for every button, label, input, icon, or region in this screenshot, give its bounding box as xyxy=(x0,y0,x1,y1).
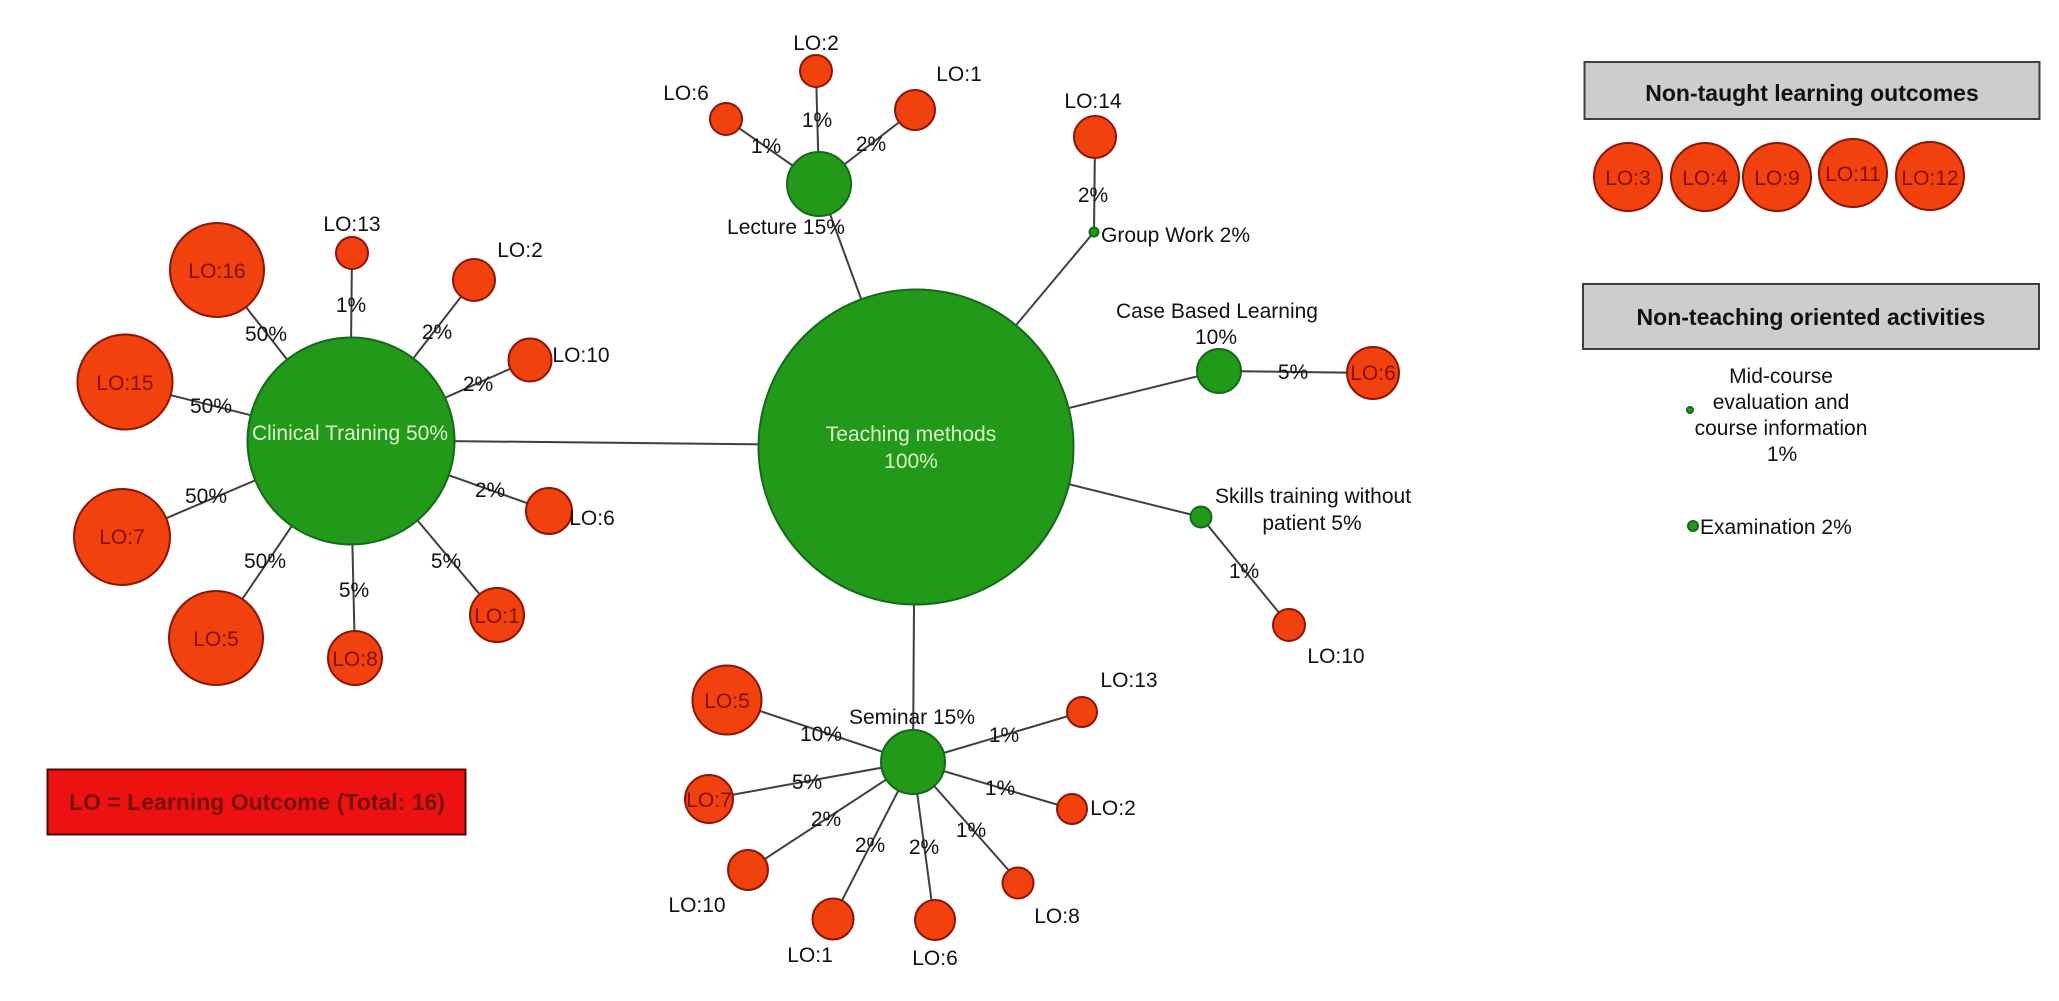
svg-text:LO:7: LO:7 xyxy=(99,526,145,549)
svg-text:50%: 50% xyxy=(245,323,287,346)
svg-text:LO:13: LO:13 xyxy=(323,213,380,236)
svg-text:LO:3: LO:3 xyxy=(1605,167,1651,190)
svg-text:2%: 2% xyxy=(463,373,493,396)
svg-text:50%: 50% xyxy=(185,485,227,508)
svg-text:1%: 1% xyxy=(956,819,986,842)
svg-text:2%: 2% xyxy=(422,321,452,344)
svg-text:LO:1: LO:1 xyxy=(474,605,520,628)
svg-text:LO:10: LO:10 xyxy=(668,894,725,917)
svg-text:LO:5: LO:5 xyxy=(704,690,750,713)
svg-text:5%: 5% xyxy=(1278,361,1308,384)
svg-text:Mid-course: Mid-course xyxy=(1729,365,1833,388)
svg-text:1%: 1% xyxy=(336,294,366,317)
svg-text:Case Based Learning: Case Based Learning xyxy=(1116,300,1318,323)
svg-text:LO:11: LO:11 xyxy=(1825,163,1881,186)
svg-text:Lecture 15%: Lecture 15% xyxy=(727,216,845,239)
svg-text:LO:6: LO:6 xyxy=(1350,362,1396,385)
svg-text:patient 5%: patient 5% xyxy=(1262,512,1361,535)
svg-text:Examination 2%: Examination 2% xyxy=(1700,516,1852,539)
svg-text:LO:7: LO:7 xyxy=(686,789,732,812)
svg-text:1%: 1% xyxy=(751,135,781,158)
svg-text:LO:1: LO:1 xyxy=(936,63,982,86)
svg-text:2%: 2% xyxy=(909,836,939,859)
svg-text:LO:2: LO:2 xyxy=(1090,797,1136,820)
svg-text:2%: 2% xyxy=(855,834,885,857)
svg-text:10%: 10% xyxy=(800,723,842,746)
svg-text:LO = Learning Outcome (Total:: LO = Learning Outcome (Total: 16) xyxy=(69,789,445,815)
svg-text:1%: 1% xyxy=(989,724,1019,747)
svg-text:Teaching methods: Teaching methods xyxy=(826,423,996,446)
svg-text:LO:14: LO:14 xyxy=(1064,90,1122,113)
svg-text:50%: 50% xyxy=(244,550,286,573)
svg-text:2%: 2% xyxy=(856,133,886,156)
svg-text:LO:2: LO:2 xyxy=(793,32,839,55)
svg-text:LO:10: LO:10 xyxy=(1307,645,1364,668)
svg-text:LO:6: LO:6 xyxy=(912,947,958,970)
svg-text:5%: 5% xyxy=(339,579,369,602)
svg-text:LO:12: LO:12 xyxy=(1901,167,1958,190)
svg-text:Skills training without: Skills training without xyxy=(1215,485,1411,508)
svg-text:LO:8: LO:8 xyxy=(332,648,378,671)
svg-text:2%: 2% xyxy=(1078,184,1108,207)
svg-text:LO:10: LO:10 xyxy=(552,344,609,367)
svg-text:LO:16: LO:16 xyxy=(188,260,245,283)
svg-text:5%: 5% xyxy=(792,771,822,794)
svg-text:2%: 2% xyxy=(811,808,841,831)
svg-text:1%: 1% xyxy=(1229,560,1259,583)
svg-text:2%: 2% xyxy=(475,479,505,502)
svg-text:1%: 1% xyxy=(802,109,832,132)
svg-text:100%: 100% xyxy=(884,450,938,473)
svg-text:Non-taught learning outcomes: Non-taught learning outcomes xyxy=(1645,80,1979,106)
svg-text:LO:5: LO:5 xyxy=(193,628,239,651)
svg-text:LO:13: LO:13 xyxy=(1100,669,1157,692)
svg-text:LO:15: LO:15 xyxy=(96,372,153,395)
svg-text:LO:9: LO:9 xyxy=(1754,167,1800,190)
svg-text:LO:2: LO:2 xyxy=(497,239,543,262)
svg-text:10%: 10% xyxy=(1195,326,1237,349)
svg-text:Group Work 2%: Group Work 2% xyxy=(1101,224,1250,247)
svg-text:5%: 5% xyxy=(431,550,461,573)
svg-text:Non-teaching oriented activiti: Non-teaching oriented activities xyxy=(1637,304,1986,330)
svg-text:Clinical Training 50%: Clinical Training 50% xyxy=(252,422,448,445)
svg-text:1%: 1% xyxy=(1767,443,1797,466)
svg-text:LO:1: LO:1 xyxy=(787,944,833,967)
svg-text:LO:6: LO:6 xyxy=(663,82,709,105)
svg-text:LO:8: LO:8 xyxy=(1034,905,1080,928)
svg-text:1%: 1% xyxy=(985,777,1015,800)
svg-text:course information: course information xyxy=(1695,417,1868,440)
svg-text:LO:6: LO:6 xyxy=(569,507,615,530)
svg-text:LO:4: LO:4 xyxy=(1682,167,1728,190)
svg-text:50%: 50% xyxy=(190,395,232,418)
svg-text:evaluation and: evaluation and xyxy=(1713,391,1850,414)
svg-text:Seminar 15%: Seminar 15% xyxy=(849,706,975,729)
